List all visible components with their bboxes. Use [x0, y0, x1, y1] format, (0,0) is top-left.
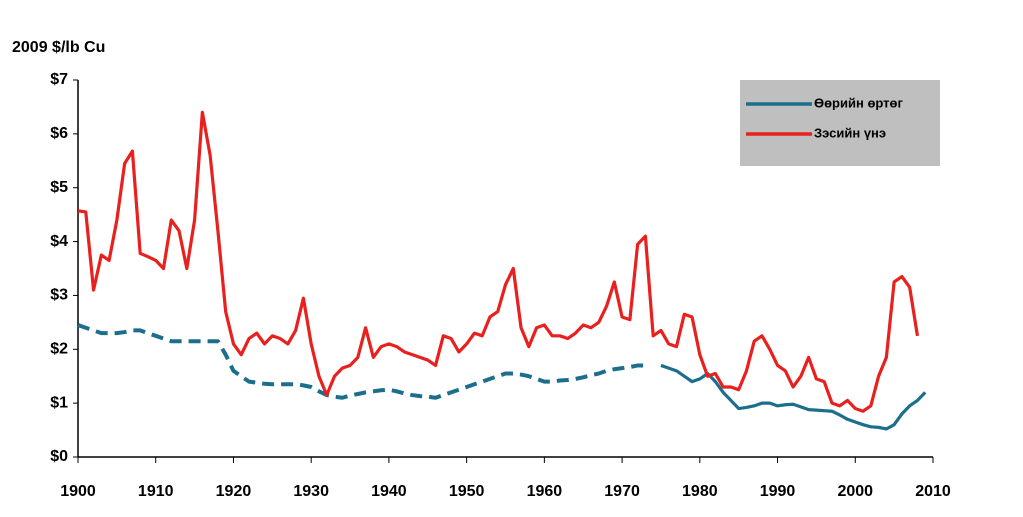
x-tick-label: 1950 — [449, 483, 485, 500]
data-line — [77, 323, 646, 400]
x-tick-label: 1990 — [760, 483, 796, 500]
x-tick-label: 2000 — [837, 483, 873, 500]
x-tick-label: 1900 — [60, 483, 96, 500]
legend-label: Зэсийн үнэ — [814, 125, 886, 140]
y-tick-label: $1 — [50, 394, 68, 411]
y-tick-label: $5 — [50, 179, 68, 196]
x-tick-label: 1970 — [604, 483, 640, 500]
x-tick-label: 1910 — [138, 483, 174, 500]
legend-box — [740, 80, 940, 166]
x-tick-label: 2010 — [915, 483, 951, 500]
x-tick-label: 1930 — [293, 483, 329, 500]
y-tick-label: $7 — [50, 71, 68, 88]
y-tick-label: $4 — [50, 233, 68, 250]
x-tick-label: 1980 — [682, 483, 718, 500]
x-tick-label: 1960 — [527, 483, 563, 500]
data-line — [77, 110, 920, 413]
chart-title: 2009 $/lb Cu — [12, 39, 105, 56]
x-tick-label: 1920 — [216, 483, 252, 500]
x-tick-label: 1940 — [371, 483, 407, 500]
y-tick-label: $3 — [50, 287, 68, 304]
y-tick-label: $6 — [50, 125, 68, 142]
y-tick-label: $2 — [50, 341, 68, 358]
legend-label: Өөрийн өртөг — [814, 95, 903, 110]
data-line — [660, 363, 927, 431]
y-tick-label: $0 — [50, 448, 68, 465]
